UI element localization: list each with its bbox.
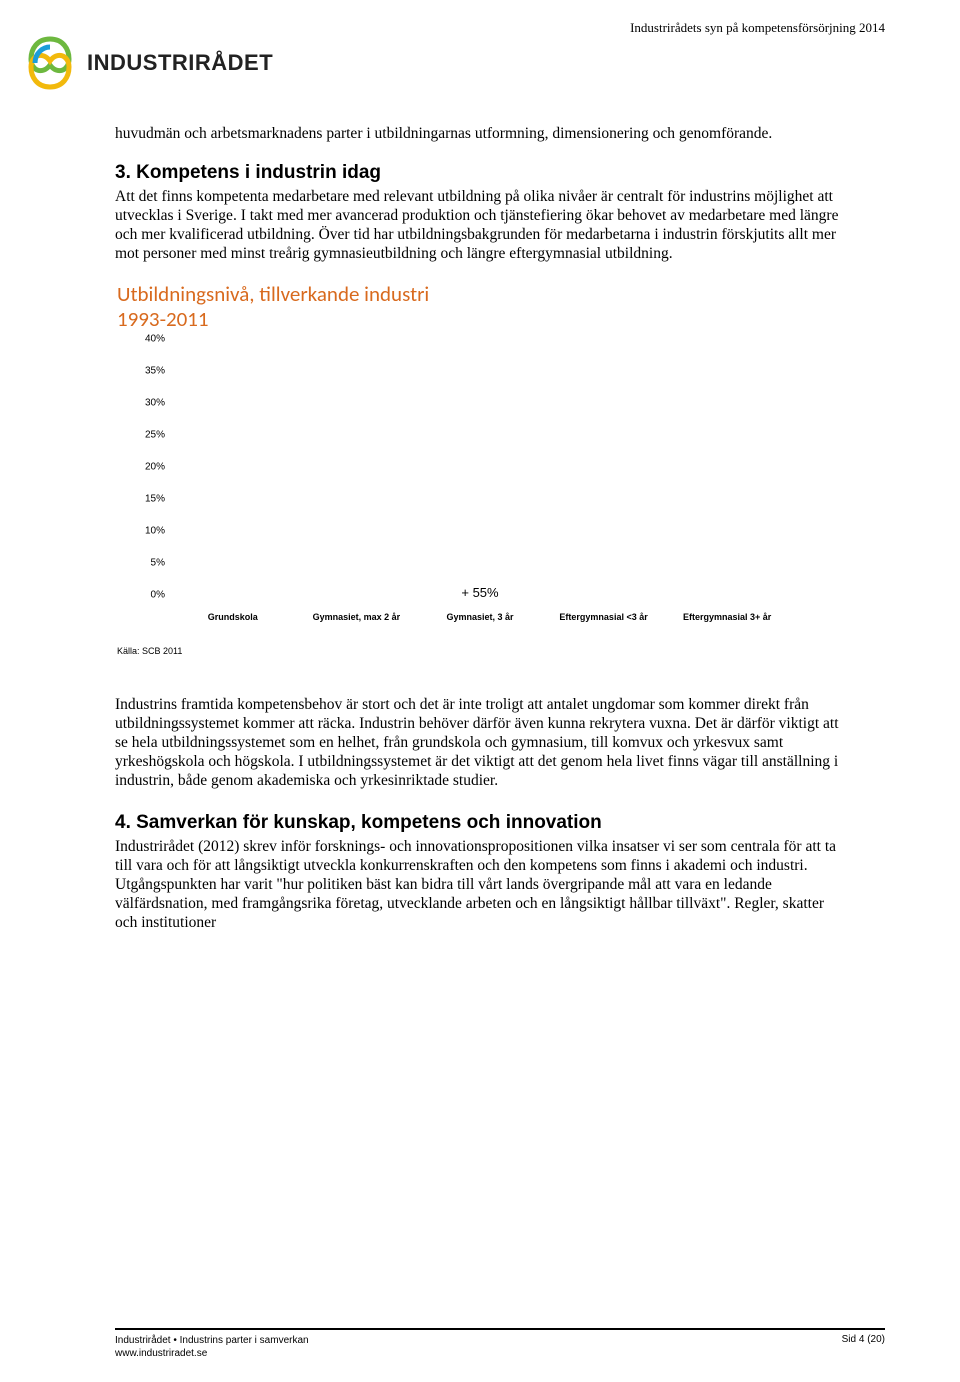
intro-paragraph: huvudmän och arbetsmarknadens parter i u… — [115, 125, 849, 144]
footer-org: Industrirådet • Industrins parter i samv… — [115, 1334, 309, 1347]
logo-icon — [25, 35, 75, 91]
y-tick-label: 35% — [135, 365, 171, 376]
footer-url: www.industriradet.se — [115, 1347, 309, 1360]
y-tick-label: 20% — [135, 461, 171, 472]
y-tick-label: 15% — [135, 493, 171, 504]
y-tick-label: 5% — [135, 557, 171, 568]
x-category-label: Eftergymnasial <3 år — [542, 606, 666, 640]
y-tick-label: 40% — [135, 333, 171, 344]
x-category-label: Grundskola — [171, 606, 295, 640]
after-chart-paragraph: Industrins framtida kompetensbehov är st… — [115, 696, 849, 791]
section-3-heading: 3. Kompetens i industrin idag — [115, 162, 849, 184]
bar-group: + 144% — [665, 350, 789, 606]
section-4-body: Industrirådet (2012) skrev inför forskni… — [115, 838, 849, 933]
chart-title: Utbildningsnivå, tillverkande industri 1… — [117, 282, 849, 332]
chart-container: Utbildningsnivå, tillverkande industri 1… — [115, 282, 849, 656]
y-tick-label: 0% — [135, 589, 171, 600]
y-tick-label: 25% — [135, 429, 171, 440]
bar-group: + 22% — [542, 350, 666, 606]
page-footer: Industrirådet • Industrins parter i samv… — [115, 1328, 885, 1360]
bar-group: - 15% — [295, 350, 419, 606]
bar-change-label: - 15% — [339, 585, 373, 600]
x-category-label: Gymnasiet, max 2 år — [295, 606, 419, 640]
logo: INDUSTRIRÅDET — [25, 35, 273, 91]
bar-group: - 55% — [171, 350, 295, 606]
chart-plot-area: 0%5%10%15%20%25%30%35%40%- 55%- 15%+ 55%… — [135, 350, 789, 640]
y-tick-label: 30% — [135, 397, 171, 408]
section-4-heading: 4. Samverkan för kunskap, kompetens och … — [115, 812, 849, 834]
footer-divider — [115, 1328, 885, 1330]
bar-change-label: + 55% — [461, 585, 498, 600]
footer-page-number: Sid 4 (20) — [842, 1334, 885, 1360]
page-content: huvudmän och arbetsmarknadens parter i u… — [115, 125, 849, 951]
doc-header-title: Industrirådets syn på kompetensförsörjni… — [630, 20, 885, 36]
x-category-label: Gymnasiet, 3 år — [418, 606, 542, 640]
y-tick-label: 10% — [135, 525, 171, 536]
bar-change-label: + 22% — [585, 585, 622, 600]
logo-text: INDUSTRIRÅDET — [87, 50, 273, 76]
section-3-body: Att det finns kompetenta medarbetare med… — [115, 188, 849, 264]
bar-change-label: - 55% — [216, 585, 250, 600]
bar-change-label: + 144% — [705, 585, 749, 600]
chart-title-line1: Utbildningsnivå, tillverkande industri — [117, 281, 429, 307]
bar-group: + 55% — [418, 350, 542, 606]
chart-source: Källa: SCB 2011 — [117, 646, 849, 656]
chart-title-line2: 1993-2011 — [117, 306, 209, 332]
x-category-label: Eftergymnasial 3+ år — [665, 606, 789, 640]
